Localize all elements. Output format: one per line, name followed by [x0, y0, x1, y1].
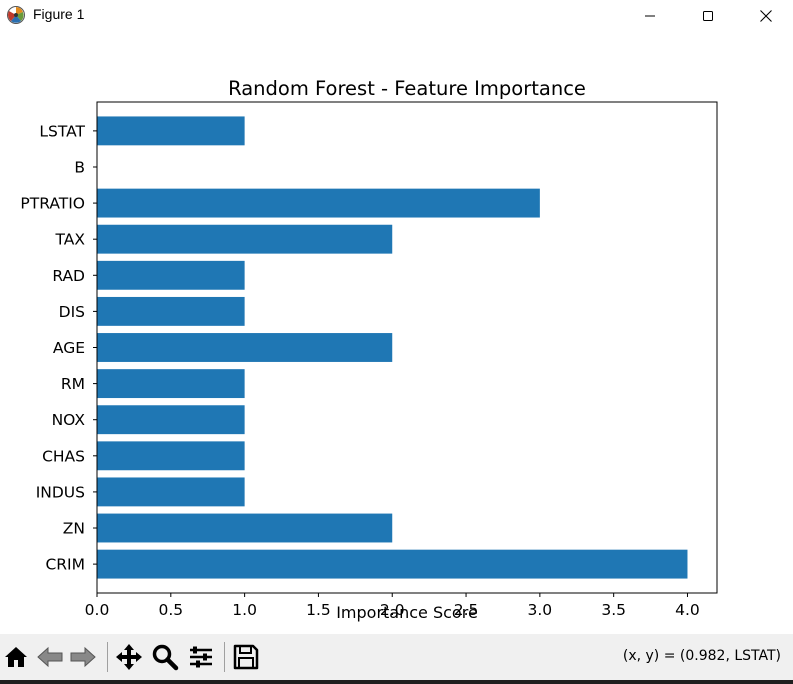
y-tick-label: RM	[61, 375, 85, 393]
bar-chas	[97, 441, 245, 471]
y-tick-label: NOX	[52, 411, 86, 429]
forward-arrow-icon	[70, 646, 96, 668]
chart-title: Random Forest - Feature Importance	[228, 77, 586, 100]
pan-move-icon	[116, 644, 142, 670]
back-arrow-icon	[37, 646, 63, 668]
home-button[interactable]	[1, 642, 31, 672]
x-tick-label: 0.0	[85, 601, 110, 619]
bar-nox	[97, 405, 245, 435]
maximize-button[interactable]	[679, 0, 737, 31]
y-tick-label: AGE	[53, 339, 85, 357]
y-tick-label: ZN	[63, 520, 85, 538]
close-icon	[760, 9, 772, 22]
configure-subplots-button[interactable]	[186, 642, 216, 672]
bar-crim	[97, 549, 688, 579]
configure-subplots-icon	[190, 646, 212, 668]
cursor-coordinates: (x, y) = (0.982, LSTAT)	[622, 648, 781, 664]
close-button[interactable]	[737, 0, 793, 31]
zoom-magnifier-icon	[152, 644, 179, 671]
x-tick-label: 3.5	[601, 601, 626, 619]
minimize-button[interactable]	[621, 0, 679, 31]
x-tick-label: 1.5	[306, 601, 331, 619]
figure-canvas[interactable]: Random Forest - Feature Importance CRIM Z…	[0, 31, 793, 634]
back-button[interactable]	[35, 642, 65, 672]
window-titlebar: Figure 1	[0, 0, 793, 31]
bar-rad	[97, 260, 245, 290]
y-tick-label: CHAS	[42, 447, 85, 465]
maximize-icon	[703, 10, 713, 21]
x-axis-label: Importance Score	[336, 603, 478, 622]
y-tick-label: PTRATIO	[20, 195, 85, 213]
x-tick-label: 1.0	[232, 601, 257, 619]
x-tick-label: 0.5	[158, 601, 183, 619]
x-tick-label: 2.5	[454, 601, 479, 619]
bar-tax	[97, 224, 393, 254]
home-icon	[5, 647, 27, 667]
y-tick-label: RAD	[52, 267, 85, 285]
x-tick-label: 2.0	[380, 601, 405, 619]
pan-button[interactable]	[114, 642, 144, 672]
matplotlib-logo-icon	[6, 5, 26, 25]
bar-age	[97, 333, 393, 362]
minimize-icon	[645, 15, 655, 16]
navigation-toolbar: (x, y) = (0.982, LSTAT)	[0, 634, 793, 680]
bar-zn	[97, 513, 393, 543]
window-title: Figure 1	[33, 6, 85, 22]
bar-ptratio	[97, 188, 540, 218]
y-tick-label: B	[74, 158, 85, 176]
zoom-button[interactable]	[150, 642, 180, 672]
bar-indus	[97, 477, 245, 507]
y-tick-label: CRIM	[45, 556, 85, 574]
bar-lstat	[97, 116, 245, 146]
x-tick-label: 3.0	[528, 601, 553, 619]
bar-chart: Random Forest - Feature Importance CRIM Z…	[20, 77, 718, 622]
toolbar-separator	[107, 642, 108, 672]
save-floppy-icon	[233, 644, 259, 670]
y-tick-label: TAX	[55, 231, 86, 249]
axes-frame	[96, 101, 718, 594]
toolbar-separator	[224, 642, 225, 672]
y-tick-label: LSTAT	[39, 122, 85, 140]
y-tick-label: INDUS	[36, 483, 85, 501]
bar-dis	[97, 296, 245, 326]
y-tick-label: DIS	[59, 303, 85, 321]
window-bottom-border	[0, 680, 793, 684]
save-button[interactable]	[231, 642, 261, 672]
bar-rm	[97, 369, 245, 399]
x-tick-label: 4.0	[675, 601, 700, 619]
forward-button[interactable]	[68, 642, 98, 672]
